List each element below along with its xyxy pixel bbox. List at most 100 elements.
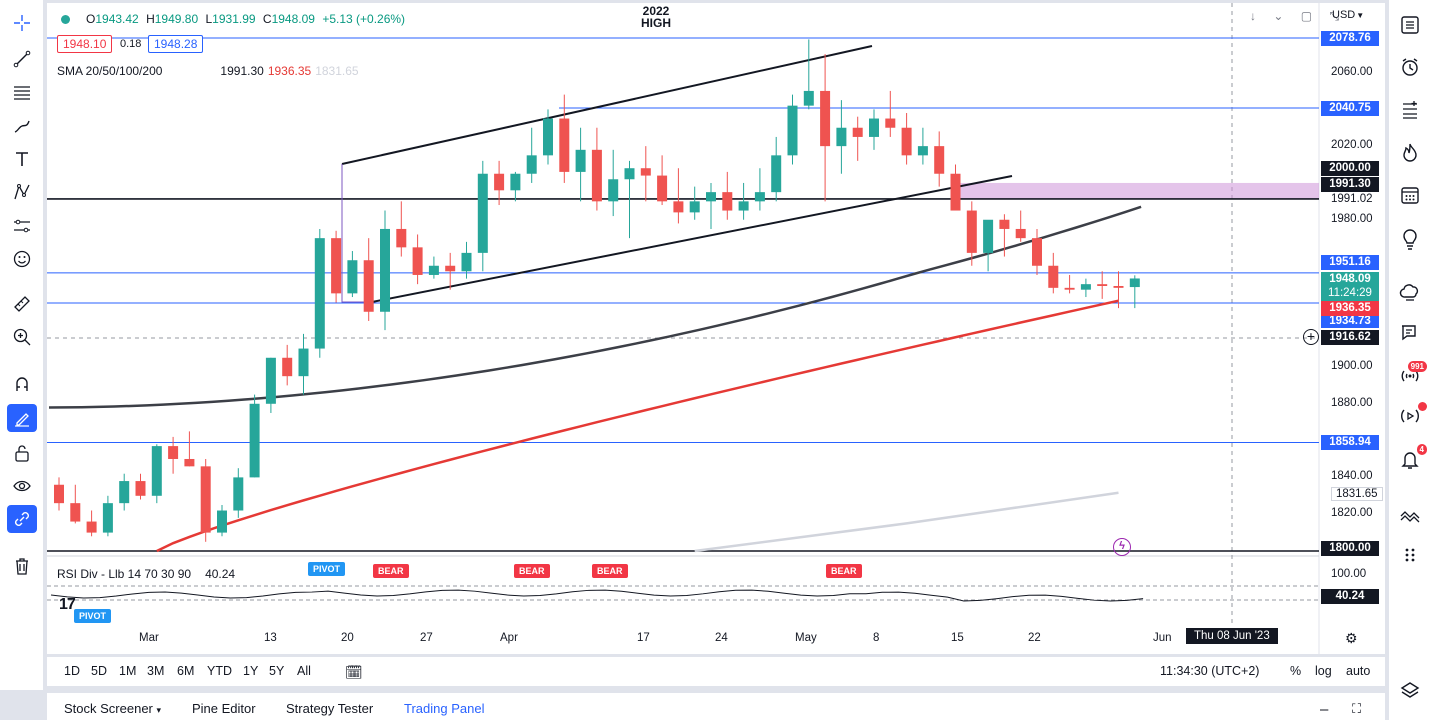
open-label: O [86,12,96,26]
high-value: 1949.80 [154,12,199,26]
bear-flag-2[interactable]: BEAR [514,564,550,578]
percent-toggle[interactable]: % [1290,664,1302,678]
minimize-icon[interactable]: – [1320,701,1329,718]
add-alert-icon[interactable]: + [1303,329,1319,345]
pivot-low-flag[interactable]: PIVOT [74,609,112,623]
time-tick-8: 8 [873,632,880,644]
text-tool-icon[interactable] [7,145,37,173]
candle-body [526,155,537,174]
candle-body [1048,265,1059,288]
collapse-icon[interactable]: ⤡ [1329,9,1340,23]
range-button-1d[interactable]: 1D [64,664,80,678]
forecast-icon[interactable] [7,212,37,240]
dots-grid-icon[interactable] [1395,540,1425,570]
alarm-clock-icon[interactable] [1395,52,1425,82]
chart-pane[interactable]: O1943.42 H1949.80 L1931.99 C1948.09 +5.1… [47,3,1385,654]
candle-body [640,168,651,176]
range-button-5d[interactable]: 5D [91,664,107,678]
price-chart[interactable] [47,3,1385,654]
high-label: H [146,12,155,26]
clock-timezone[interactable]: 11:34:30 (UTC+2) [1160,664,1260,678]
notifications-bell-icon[interactable]: 4 [1395,444,1427,474]
emoji-icon[interactable] [7,245,37,273]
range-button-ytd[interactable]: YTD [207,664,232,678]
streams-icon[interactable]: 991 [1395,361,1427,391]
stay-drawing-icon[interactable] [7,404,37,432]
trash-icon[interactable] [7,552,37,580]
currency-selector[interactable]: USD▼ [1332,9,1368,21]
magnet-icon[interactable] [7,370,37,398]
horizontal-lines-icon[interactable] [7,78,37,106]
candle-body [233,477,244,511]
candle-body [1080,284,1091,290]
lightning-icon[interactable]: ϟ [1113,538,1131,556]
candle-body [869,118,879,137]
chevron-down-icon: ▼ [1356,11,1365,20]
range-button-1y[interactable]: 1Y [243,664,259,678]
pulse-chart-icon[interactable] [1395,500,1425,530]
range-button-5y[interactable]: 5Y [269,664,285,678]
candle-countdown: 11:24:29 [1328,287,1372,299]
minus-icon[interactable]: ⌄ [1273,9,1284,23]
ideas-lightbulb-icon[interactable] [1395,224,1425,254]
data-window-icon[interactable] [1395,95,1425,125]
price-tag-1800: 1800.00 [1321,541,1379,556]
zoom-in-icon[interactable] [7,323,37,351]
log-toggle[interactable]: log [1315,664,1332,678]
annotation-line-1: 2022 [642,4,670,18]
candle-body [54,484,64,504]
bear-flag-3[interactable]: BEAR [592,564,628,578]
last-price-tag: 1948.09 11:24:29 [1321,272,1379,301]
chats-icon[interactable] [1395,318,1425,348]
range-button-3m[interactable]: 3M [147,664,165,678]
layers-icon[interactable] [1395,676,1425,706]
time-tick-20: 20 [341,632,354,644]
ohlc-legend: O1943.42 H1949.80 L1931.99 C1948.09 +5.1… [61,12,409,26]
pivot-flag[interactable]: PIVOT [308,562,346,576]
tab-stock-screener-label: Stock Screener [64,701,153,716]
time-tick-15: 15 [951,632,964,644]
calendar-icon[interactable]: 🗓 [345,664,363,680]
time-tick-May: May [795,632,817,644]
auto-toggle[interactable]: auto [1346,664,1371,678]
square-icon[interactable]: ▢ [1300,9,1313,23]
tab-trading-panel[interactable]: Trading Panel [404,701,485,716]
bear-flag-1[interactable]: BEAR [373,564,409,578]
tab-pine-editor[interactable]: Pine Editor [192,701,256,716]
link-icon[interactable] [7,505,37,533]
candle-body [917,146,928,156]
tab-stock-screener[interactable]: Stock Screener ▾ [64,701,161,716]
rsi-value-tag: 40.24 [1321,589,1379,604]
chat-cloud-icon[interactable] [1395,277,1425,307]
candle-body [1097,284,1108,286]
last-price-value: 1948.09 [1329,273,1371,285]
trend-line-icon[interactable] [7,45,37,73]
eye-icon[interactable] [7,472,37,500]
candle-body [966,210,977,253]
crosshair-icon[interactable] [7,9,37,37]
range-button-6m[interactable]: 6M [177,664,195,678]
tab-strategy-tester[interactable]: Strategy Tester [286,701,374,716]
arrow-down-icon[interactable]: ↓ [1250,9,1256,23]
range-button-all[interactable]: All [297,664,311,678]
symbol-status-icon [61,15,70,24]
calendar-icon[interactable] [1395,180,1425,210]
pattern-icon[interactable] [7,178,37,206]
settings-gear-icon[interactable]: ⚙ [1345,630,1358,646]
resistance-zone [959,182,1319,199]
candle-body [608,179,619,202]
buy-price-button[interactable]: 1948.28 [148,35,204,53]
watchlist-icon[interactable] [1395,10,1425,40]
bear-flag-4[interactable]: BEAR [826,564,862,578]
ruler-icon[interactable] [7,290,37,318]
channel-anchor-line [341,164,372,303]
brush-icon[interactable] [7,112,37,140]
lock-icon[interactable] [7,439,37,467]
candle-body [1032,238,1042,266]
range-button-1m[interactable]: 1M [119,664,137,678]
hotlist-fire-icon[interactable] [1395,137,1425,167]
crosshair-price-tag: 1916.62 [1321,330,1379,345]
sell-price-button[interactable]: 1948.10 [57,35,113,53]
maximize-icon[interactable]: ⛶ [1352,701,1362,716]
play-stream-icon[interactable] [1395,401,1427,431]
